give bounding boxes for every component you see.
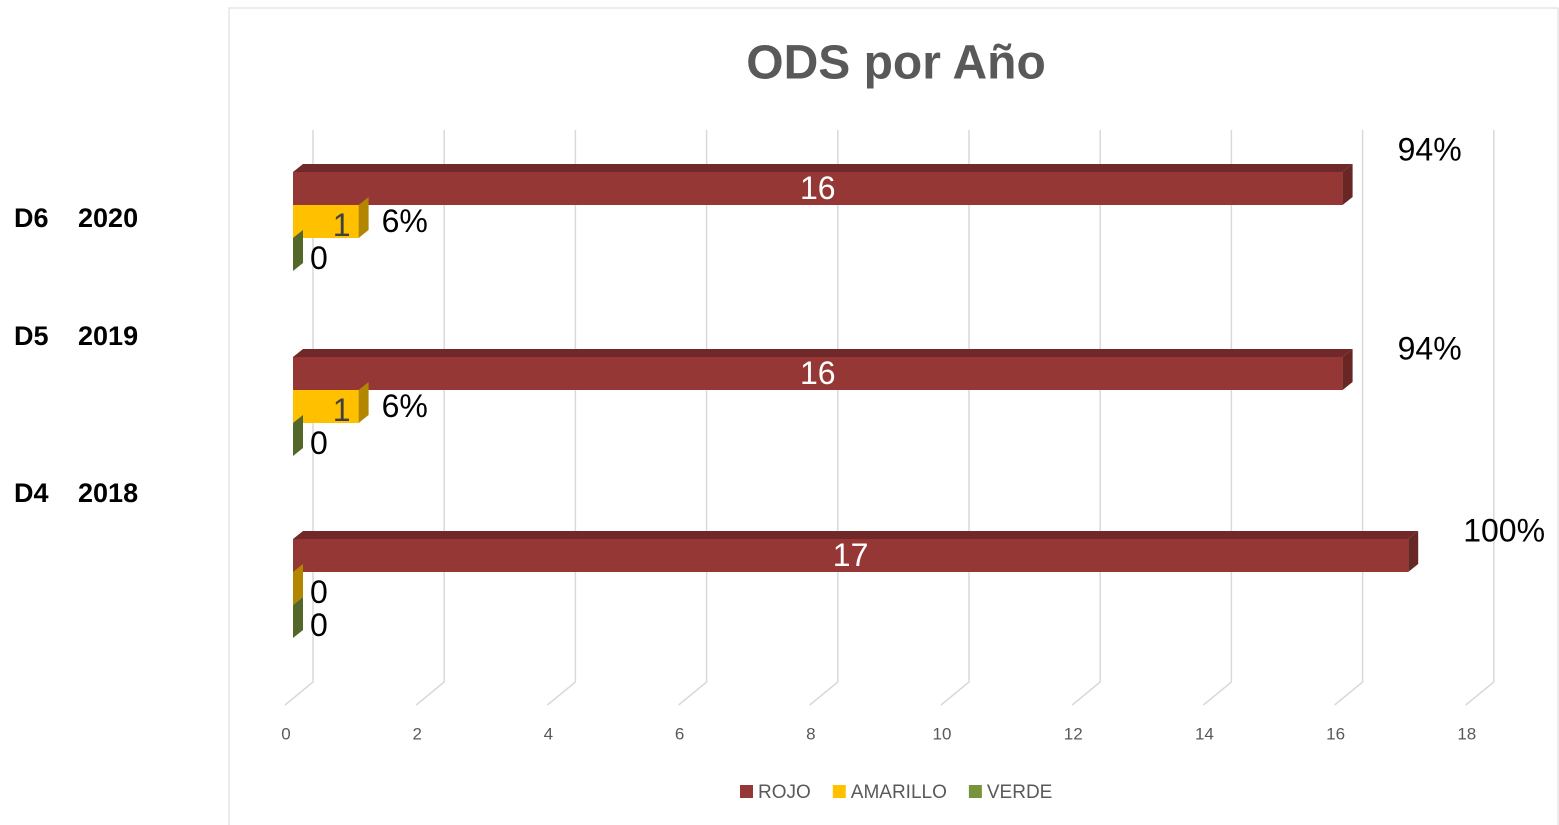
bar-face (358, 197, 369, 238)
bar-face (293, 230, 303, 271)
value-label: 0 (310, 240, 328, 276)
value-label: 0 (310, 607, 328, 643)
bar-face (293, 415, 303, 456)
bar-face (358, 382, 369, 423)
bar-face (293, 531, 1419, 539)
bar-face (293, 205, 359, 238)
legend-label: VERDE (987, 782, 1052, 803)
bar (293, 531, 1419, 572)
grid-line (940, 130, 970, 706)
grid-line (1465, 130, 1495, 706)
value-label: 16 (800, 170, 836, 206)
category-label: D5 2019 (14, 321, 138, 351)
x-tick-label: 6 (675, 724, 684, 743)
bar-face (293, 164, 1353, 172)
bar (293, 382, 369, 423)
value-label: 1 (333, 207, 351, 243)
value-label: 16 (800, 355, 836, 391)
bar (293, 564, 303, 605)
legend-swatch (740, 785, 753, 798)
x-tick-label: 2 (412, 724, 421, 743)
legend-swatch (968, 785, 982, 798)
percent-label: 6% (382, 203, 428, 239)
bar (293, 164, 1353, 205)
legend-swatch (832, 785, 846, 798)
percent-label: 94% (1398, 131, 1462, 167)
x-tick-label: 4 (544, 724, 553, 743)
legend-label: AMARILLO (851, 782, 947, 803)
bar (293, 230, 303, 271)
bar (293, 415, 303, 456)
x-tick-label: 10 (933, 724, 952, 743)
percent-label: 100% (1463, 512, 1545, 548)
value-label: 0 (310, 574, 328, 610)
bar (293, 197, 369, 238)
category-label: D4 2018 (14, 478, 138, 508)
bar-face (293, 597, 303, 638)
bar (293, 349, 1353, 390)
category-label: D6 2020 (14, 203, 138, 233)
bar-face (293, 349, 1353, 357)
x-tick-label: 16 (1326, 724, 1345, 743)
grid-line (546, 130, 577, 706)
x-tick-label: 8 (806, 724, 815, 743)
x-tick-label: 18 (1457, 724, 1476, 743)
chart-title: ODS por Año (746, 37, 1046, 90)
percent-label: 6% (382, 388, 428, 424)
grid-line (1334, 130, 1364, 706)
grid-line (1202, 130, 1233, 706)
grid-line (1071, 130, 1101, 706)
bar-face (1408, 531, 1419, 572)
x-tick-label: 14 (1195, 724, 1214, 743)
value-label: 1 (333, 392, 351, 428)
value-label: 0 (310, 425, 328, 461)
grid-line (284, 130, 314, 706)
bar-face (293, 390, 359, 423)
chart-frame (228, 7, 1559, 825)
grid-line (809, 130, 839, 706)
percent-label: 94% (1398, 330, 1462, 366)
bar-face (1342, 349, 1353, 390)
bar-face (293, 564, 303, 605)
bar-face (293, 357, 1343, 390)
bar-face (293, 539, 1409, 572)
bar-face (1342, 164, 1353, 205)
legend-label: ROJO (758, 782, 811, 803)
grid-line (678, 130, 708, 706)
bar-face (293, 172, 1343, 205)
grid-line (415, 130, 445, 706)
x-tick-label: 0 (281, 724, 290, 743)
value-label: 17 (833, 537, 869, 573)
bar (293, 597, 303, 638)
x-tick-label: 12 (1064, 724, 1083, 743)
